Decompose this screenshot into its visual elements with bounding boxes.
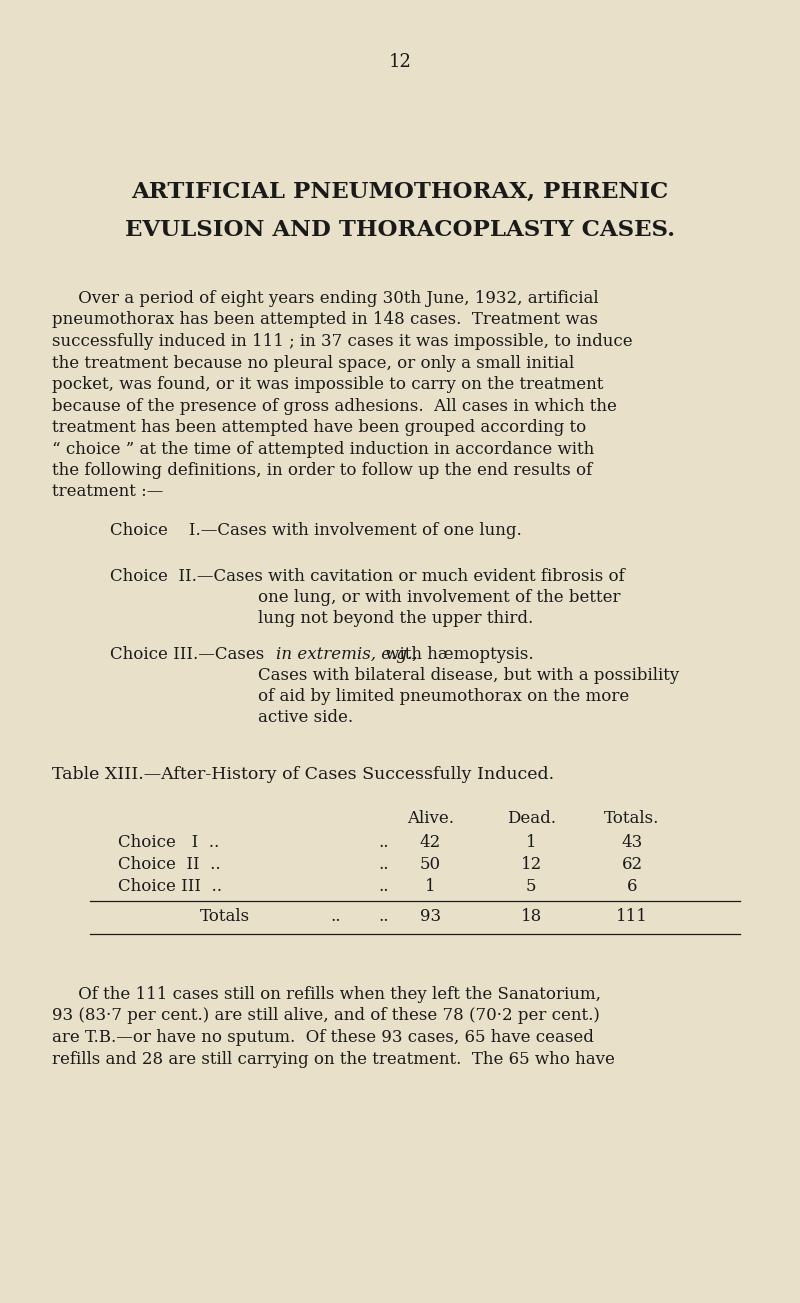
Text: Choice III.—Cases: Choice III.—Cases bbox=[110, 646, 270, 663]
Text: 93 (83·7 per cent.) are still alive, and of these 78 (70·2 per cent.): 93 (83·7 per cent.) are still alive, and… bbox=[52, 1007, 600, 1024]
Text: Dead.: Dead. bbox=[506, 810, 556, 827]
Text: pneumothorax has been attempted in 148 cases.  Treatment was: pneumothorax has been attempted in 148 c… bbox=[52, 311, 598, 328]
Text: Over a period of eight years ending 30th June, 1932, artificial: Over a period of eight years ending 30th… bbox=[52, 291, 598, 308]
Text: Choice    I.—Cases with involvement of one lung.: Choice I.—Cases with involvement of one … bbox=[110, 523, 522, 539]
Text: Cases with bilateral disease, but with a possibility: Cases with bilateral disease, but with a… bbox=[258, 667, 679, 684]
Text: one lung, or with involvement of the better: one lung, or with involvement of the bet… bbox=[258, 589, 621, 606]
Text: Choice III  ..: Choice III .. bbox=[118, 878, 222, 895]
Text: 1: 1 bbox=[425, 878, 436, 895]
Text: ..: .. bbox=[378, 834, 389, 851]
Text: pocket, was found, or it was impossible to carry on the treatment: pocket, was found, or it was impossible … bbox=[52, 377, 603, 394]
Text: refills and 28 are still carrying on the treatment.  The 65 who have: refills and 28 are still carrying on the… bbox=[52, 1050, 615, 1067]
Text: EVULSION AND THORACOPLASTY CASES.: EVULSION AND THORACOPLASTY CASES. bbox=[125, 219, 675, 241]
Text: 1: 1 bbox=[526, 834, 537, 851]
Text: 12: 12 bbox=[389, 53, 411, 70]
Text: because of the presence of gross adhesions.  All cases in which the: because of the presence of gross adhesio… bbox=[52, 397, 617, 414]
Text: ..: .. bbox=[378, 908, 389, 925]
Text: successfully induced in 111 ; in 37 cases it was impossible, to induce: successfully induced in 111 ; in 37 case… bbox=[52, 334, 633, 351]
Text: 93: 93 bbox=[420, 908, 441, 925]
Text: of aid by limited pneumothorax on the more: of aid by limited pneumothorax on the mo… bbox=[258, 688, 630, 705]
Text: in extremis, e.g.,: in extremis, e.g., bbox=[276, 646, 418, 663]
Text: 6: 6 bbox=[626, 878, 638, 895]
Text: are T.B.—or have no sputum.  Of these 93 cases, 65 have ceased: are T.B.—or have no sputum. Of these 93 … bbox=[52, 1029, 594, 1046]
Text: 42: 42 bbox=[420, 834, 441, 851]
Text: ..: .. bbox=[378, 878, 389, 895]
Text: Choice  II.—Cases with cavitation or much evident fibrosis of: Choice II.—Cases with cavitation or much… bbox=[110, 568, 625, 585]
Text: “ choice ” at the time of attempted induction in accordance with: “ choice ” at the time of attempted indu… bbox=[52, 440, 594, 457]
Text: 43: 43 bbox=[622, 834, 642, 851]
Text: 18: 18 bbox=[521, 908, 542, 925]
Text: the treatment because no pleural space, or only a small initial: the treatment because no pleural space, … bbox=[52, 354, 574, 371]
Text: Totals: Totals bbox=[200, 908, 250, 925]
Text: Alive.: Alive. bbox=[407, 810, 454, 827]
Text: active side.: active side. bbox=[258, 709, 353, 726]
Text: Choice  II  ..: Choice II .. bbox=[118, 856, 221, 873]
Text: 12: 12 bbox=[521, 856, 542, 873]
Text: ARTIFICIAL PNEUMOTHORAX, PHRENIC: ARTIFICIAL PNEUMOTHORAX, PHRENIC bbox=[131, 181, 669, 203]
Text: the following definitions, in order to follow up the end results of: the following definitions, in order to f… bbox=[52, 463, 592, 480]
Text: lung not beyond the upper third.: lung not beyond the upper third. bbox=[258, 610, 534, 627]
Text: treatment :—: treatment :— bbox=[52, 483, 163, 500]
Text: Table XIII.—After-History of Cases Successfully Induced.: Table XIII.—After-History of Cases Succe… bbox=[52, 766, 554, 783]
Text: treatment has been attempted have been grouped according to: treatment has been attempted have been g… bbox=[52, 420, 586, 437]
Text: 62: 62 bbox=[622, 856, 642, 873]
Text: ..: .. bbox=[378, 856, 389, 873]
Text: ..: .. bbox=[330, 908, 341, 925]
Text: 50: 50 bbox=[420, 856, 441, 873]
Text: Totals.: Totals. bbox=[604, 810, 660, 827]
Text: 5: 5 bbox=[526, 878, 537, 895]
Text: Choice   I  ..: Choice I .. bbox=[118, 834, 219, 851]
Text: Of the 111 cases still on refills when they left the Sanatorium,: Of the 111 cases still on refills when t… bbox=[52, 986, 601, 1003]
Text: 111: 111 bbox=[616, 908, 648, 925]
Text: with hæmoptysis.: with hæmoptysis. bbox=[380, 646, 534, 663]
